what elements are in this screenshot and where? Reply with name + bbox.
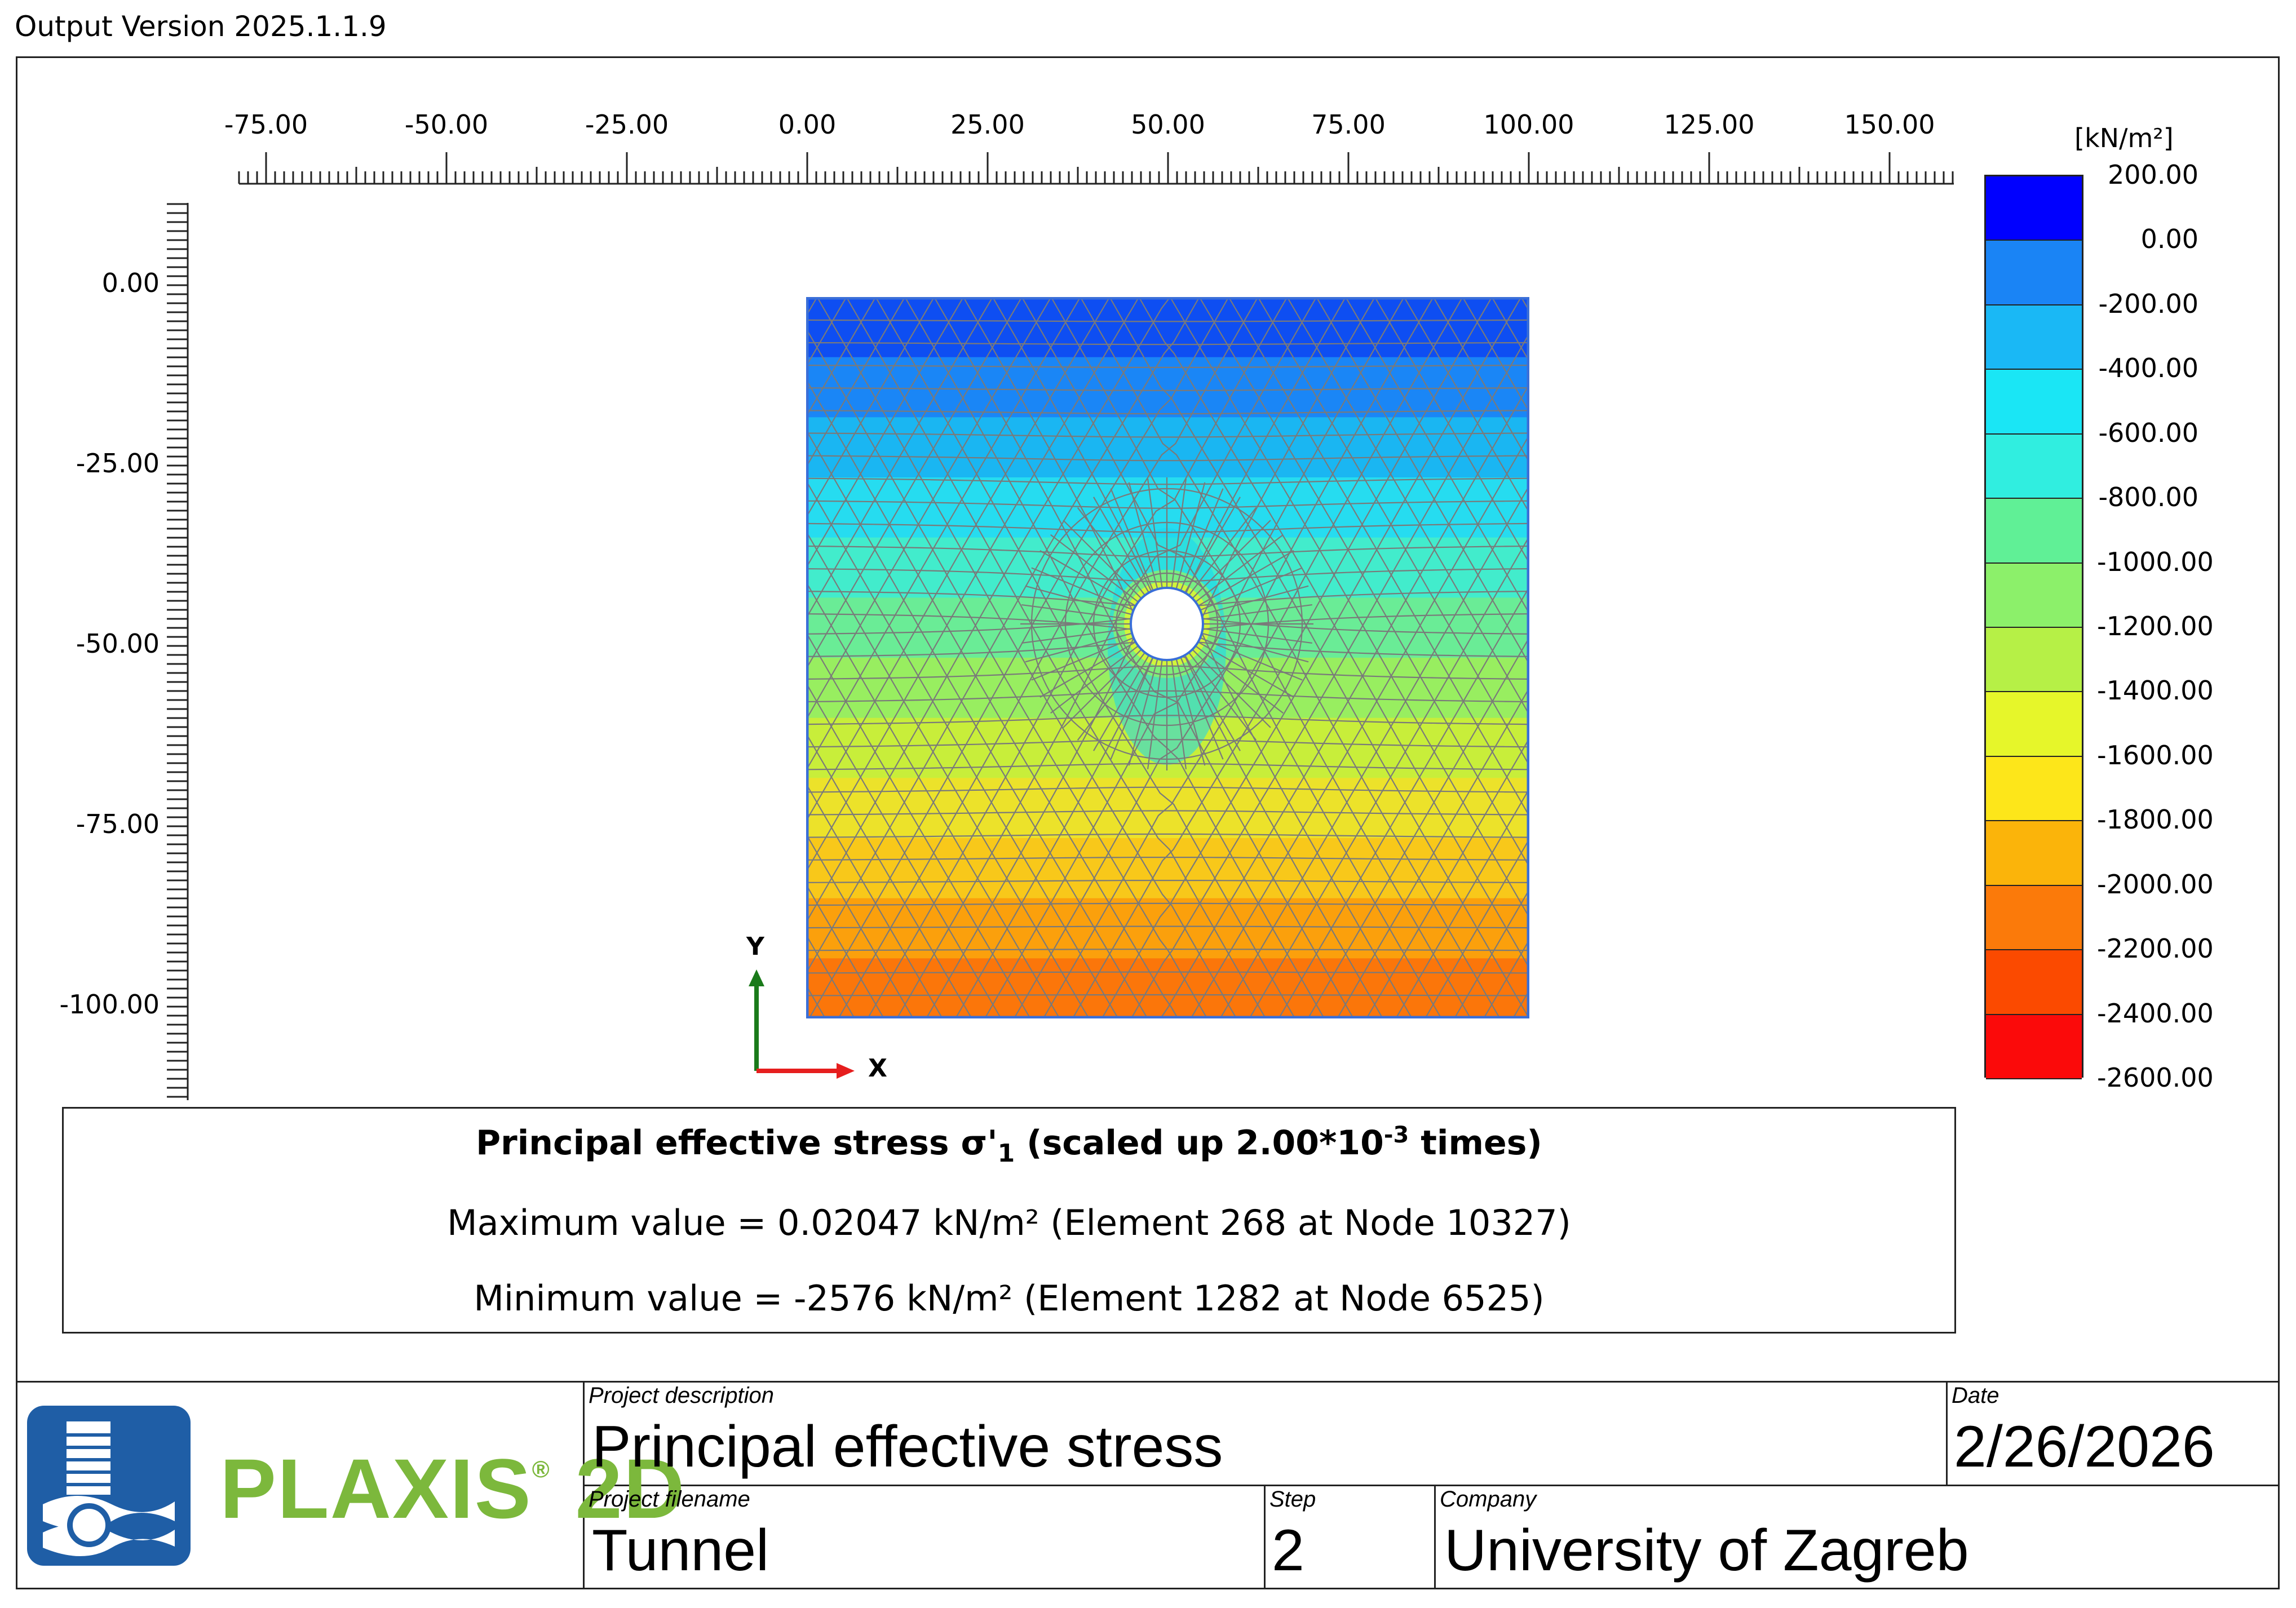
legend-color-band: [1986, 305, 2082, 370]
project-description: Principal effective stress: [592, 1414, 1223, 1479]
plaxis-brand: PLAXIS® 2D: [220, 1441, 686, 1536]
footer-divider: [1434, 1485, 1436, 1589]
model-plot: [806, 297, 1529, 1018]
legend-label: -600.00: [2098, 417, 2198, 448]
legend-label: -800.00: [2098, 482, 2198, 513]
x-tick-label: 25.00: [950, 109, 1025, 140]
legend-label: -200.00: [2098, 288, 2198, 319]
x-tick-label: -50.00: [404, 109, 489, 140]
y-tick-label: -50.00: [76, 628, 160, 659]
project-filename-caption: Project filename: [589, 1487, 750, 1512]
stress-contour-band: [806, 297, 1529, 358]
footer-top-border: [16, 1381, 2280, 1383]
x-tick-label: -25.00: [585, 109, 669, 140]
step-caption: Step: [1269, 1487, 1316, 1512]
stress-contour-svg: [806, 297, 1529, 1018]
legend-color-band: [1986, 434, 2082, 499]
x-tick-label: 150.00: [1844, 109, 1935, 140]
legend-color-band: [1986, 692, 2082, 757]
footer-divider: [1264, 1485, 1266, 1589]
legend-label: -2000.00: [2097, 869, 2214, 900]
legend-label: -400.00: [2098, 353, 2198, 384]
project-description-caption: Project description: [589, 1383, 775, 1408]
legend-color-band: [1986, 821, 2082, 886]
legend-color-band: [1986, 628, 2082, 693]
legend-color-band: [1986, 499, 2082, 564]
x-tick-label: -75.00: [224, 109, 308, 140]
result-info-box: Principal effective stress σ'1 (scaled u…: [62, 1107, 1956, 1334]
y-tick-label: -100.00: [59, 989, 160, 1020]
legend-label: -1800.00: [2097, 804, 2214, 835]
y-tick-label: 0.00: [101, 268, 160, 298]
legend-color-band: [1986, 1015, 2082, 1079]
legend-label: -2200.00: [2097, 933, 2214, 964]
legend-label: -1600.00: [2097, 739, 2214, 770]
legend-label: -2600.00: [2097, 1062, 2214, 1093]
legend-label: 0.00: [2140, 224, 2198, 255]
tunnel-opening: [1130, 587, 1204, 661]
y-tick-label: -25.00: [76, 448, 160, 479]
legend-label: -1400.00: [2097, 675, 2214, 706]
result-title: Principal effective stress σ'1 (scaled u…: [476, 1122, 1542, 1168]
x-axis-label: X: [868, 1054, 887, 1083]
company-value: University of Zagreb: [1444, 1518, 1969, 1583]
x-tick-label: 125.00: [1664, 109, 1755, 140]
minimum-value-text: Minimum value = -2576 kN/m² (Element 128…: [474, 1278, 1545, 1319]
x-tick-label: 50.00: [1131, 109, 1205, 140]
legend-color-band: [1986, 885, 2082, 951]
step-value: 2: [1272, 1518, 1304, 1583]
plaxis-logo-icon: [27, 1406, 191, 1566]
legend-label: -1200.00: [2097, 611, 2214, 641]
plot-sheet: [16, 56, 2280, 1589]
finite-element-mesh: [806, 297, 1529, 1018]
company-caption: Company: [1440, 1487, 1537, 1512]
legend-label: 200.00: [2108, 160, 2198, 190]
legend-color-band: [1986, 241, 2082, 305]
legend-label: -2400.00: [2097, 998, 2214, 1029]
legend-color-band: [1986, 370, 2082, 435]
legend-unit: [kN/m²]: [2074, 123, 2174, 153]
footer-divider: [1946, 1381, 1948, 1486]
legend-color-band: [1986, 756, 2082, 822]
legend-color-band: [1986, 950, 2082, 1015]
footer-divider: [583, 1485, 2280, 1486]
legend-color-band: [1986, 176, 2082, 241]
project-filename: Tunnel: [592, 1518, 769, 1583]
legend-color-band: [1986, 563, 2082, 628]
y-tick-label: -75.00: [76, 809, 160, 839]
legend-label: -1000.00: [2097, 546, 2214, 577]
maximum-value-text: Maximum value = 0.02047 kN/m² (Element 2…: [447, 1202, 1571, 1243]
x-tick-label: 75.00: [1311, 109, 1386, 140]
output-version: Output Version 2025.1.1.9: [15, 10, 387, 43]
axis-indicator: [749, 969, 855, 1079]
x-tick-label: 0.00: [778, 109, 837, 140]
color-legend: [1984, 175, 2083, 1079]
x-tick-label: 100.00: [1483, 109, 1574, 140]
model-boundary: [806, 297, 1529, 1018]
date-caption: Date: [1952, 1383, 1999, 1408]
y-axis-label: Y: [746, 932, 764, 961]
date-value: 2/26/2026: [1954, 1414, 2215, 1479]
